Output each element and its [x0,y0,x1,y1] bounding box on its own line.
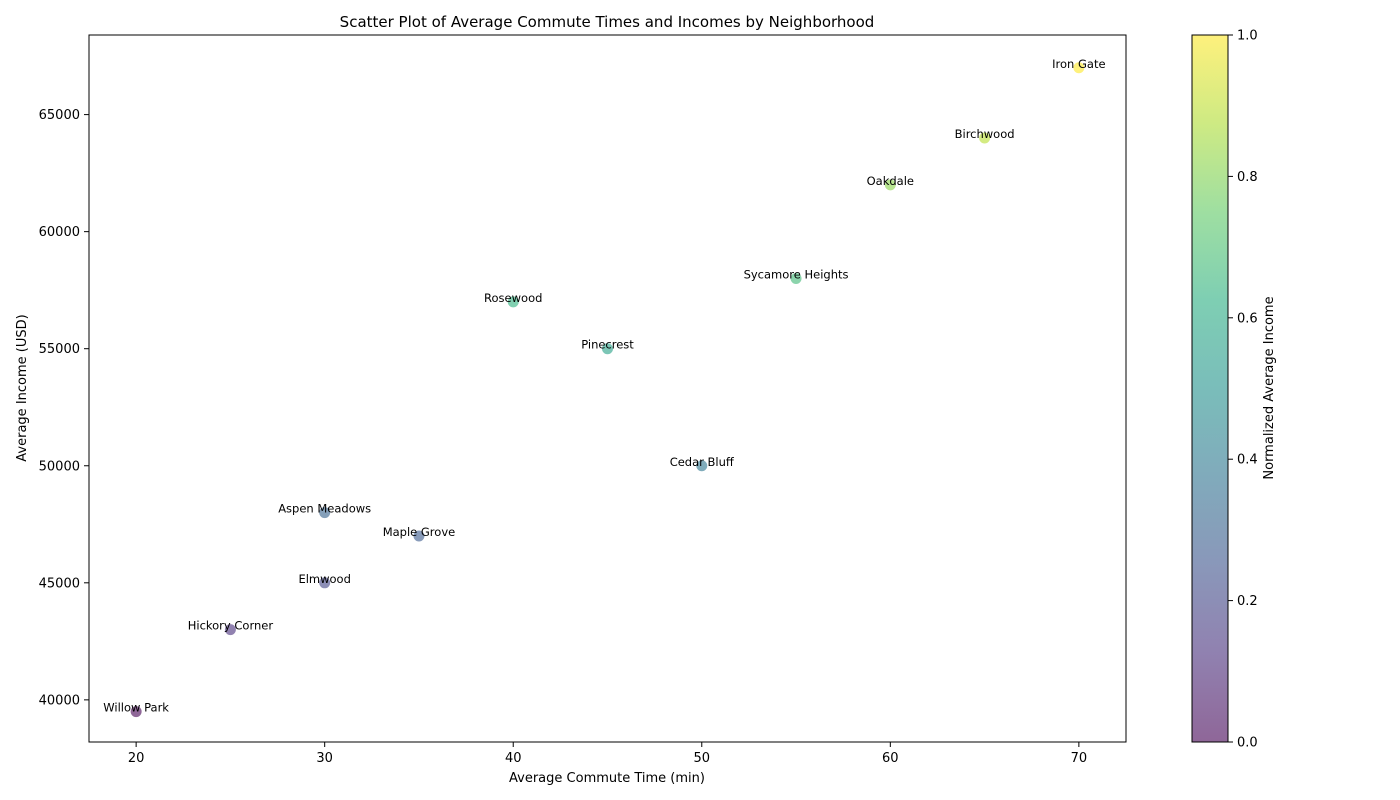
data-point [601,342,614,356]
point-label: Oakdale [867,174,914,188]
colorbar-tick-label: 0.8 [1237,170,1258,185]
colorbar-title: Normalized Average Income [1262,296,1277,479]
y-tick-label: 45000 [39,576,80,591]
y-tick-label: 40000 [39,693,80,708]
chart-title: Scatter Plot of Average Commute Times an… [340,13,875,31]
data-point [223,623,237,637]
point-label: Rosewood [484,291,542,305]
colorbar-tick-label: 0.6 [1237,311,1258,326]
plot-frame [88,34,1127,743]
y-tick-label: 50000 [39,459,80,474]
colorbar: 0.0 0.2 0.4 0.6 0.8 1.0 Normalized Average In… [1191,29,1277,751]
point-label: Sycamore Heights [744,267,849,281]
data-point [1072,61,1086,75]
y-axis: 40000 45000 50000 55000 60000 65000 [39,108,89,708]
point-label: Hickory Corner [188,619,274,633]
data-point [506,295,520,309]
points-layer [129,61,1086,719]
x-tick-label: 30 [316,751,333,766]
y-tick-label: 65000 [39,108,80,123]
point-label: Pinecrest [581,338,634,352]
data-point [695,459,709,473]
colorbar-frame [1191,34,1229,743]
point-label: Birchwood [955,127,1015,141]
colorbar-tick-label: 0.2 [1237,594,1258,609]
x-tick-label: 40 [505,751,522,766]
x-tick-label: 20 [128,751,145,766]
y-tick-label: 60000 [39,225,80,240]
data-point [883,178,897,192]
data-point [978,131,992,145]
colorbar-tick-label: 0.4 [1237,453,1258,468]
point-label: Iron Gate [1052,57,1105,71]
x-tick-label: 60 [882,751,899,766]
data-point [789,271,803,285]
point-label: Maple Grove [383,525,456,539]
y-tick-label: 55000 [39,342,80,357]
point-label: Cedar Bluff [670,455,735,469]
x-axis: 20 30 40 50 60 70 [128,742,1087,766]
point-label: Elmwood [298,572,350,586]
data-point [318,576,332,590]
colorbar-tick-label: 1.0 [1237,29,1258,44]
data-point [412,529,426,543]
data-point [129,705,143,719]
colorbar-gradient [1192,35,1228,742]
colorbar-tick-label: 0.0 [1237,736,1258,751]
x-tick-label: 50 [693,751,710,766]
x-axis-title: Average Commute Time (min) [509,771,705,786]
x-tick-label: 70 [1071,751,1088,766]
point-label: Aspen Meadows [278,502,371,516]
y-axis-title: Average Income (USD) [15,314,30,461]
point-label: Willow Park [103,701,169,715]
point-labels-layer: Willow Park Hickory Corner Elmwood Aspen Me… [103,57,1105,715]
data-point [318,506,332,520]
colorbar-ticks: 0.0 0.2 0.4 0.6 0.8 1.0 [1228,29,1258,751]
